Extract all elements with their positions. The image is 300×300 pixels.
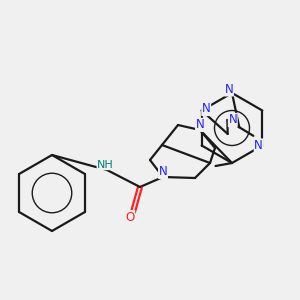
Text: N: N [254, 139, 263, 152]
Text: N: N [159, 165, 167, 178]
Text: NH: NH [97, 160, 114, 170]
Text: N: N [196, 118, 204, 131]
Text: N: N [225, 83, 233, 96]
Text: N: N [202, 103, 211, 116]
Text: O: O [125, 211, 135, 224]
Text: N: N [228, 113, 237, 127]
